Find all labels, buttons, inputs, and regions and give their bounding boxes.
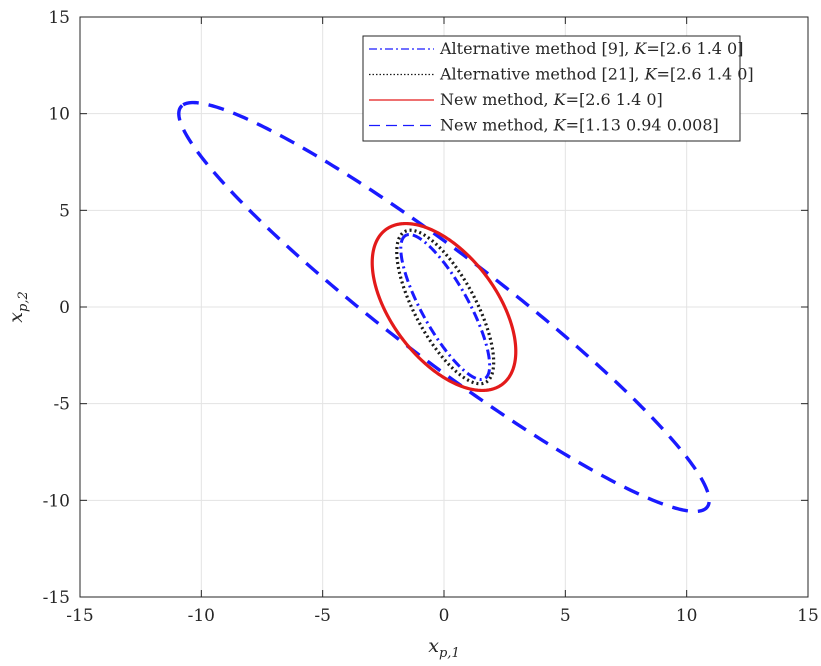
y-tick-label: 10 — [48, 105, 70, 125]
series-curve-3 — [370, 221, 518, 393]
x-tick-label: 5 — [560, 606, 571, 626]
legend-label-3: New method, K=[2.6 1.4 0] — [440, 90, 663, 109]
tick-labels: -15 -10 -5 0 5 10 15 -15 -10 -5 0 5 10 15 — [43, 8, 819, 626]
ticks — [79, 16, 809, 598]
legend-box — [362, 35, 741, 142]
x-tick-label: 10 — [676, 606, 698, 626]
y-tick-label: 0 — [59, 298, 70, 318]
x-tick-label: 15 — [797, 606, 819, 626]
legend-label-1: Alternative method [9], K=[2.6 1.4 0] — [439, 39, 743, 58]
y-tick-label: 15 — [48, 8, 70, 28]
x-tick-label: -10 — [188, 606, 215, 626]
legend-label-2: Alternative method [21], K=[2.6 1.4 0] — [439, 65, 754, 84]
x-axis-label-sub: p,1 — [439, 646, 460, 661]
x-axis-label-base: x — [428, 635, 439, 657]
y-tick-label: -5 — [53, 395, 70, 415]
data-curves — [177, 100, 711, 514]
series-curve-1 — [399, 233, 492, 381]
y-tick-label: -10 — [43, 491, 70, 511]
y-axis-label-base: x — [5, 312, 27, 323]
y-axis-label-sub: p,2 — [16, 291, 31, 312]
y-tick-label: -15 — [43, 588, 70, 608]
series-curve-2 — [395, 228, 496, 386]
y-axis-label: xp,2 — [5, 291, 31, 322]
y-tick-label: 5 — [59, 201, 70, 221]
x-tick-label: 0 — [439, 606, 450, 626]
legend: Alternative method [9], K=[2.6 1.4 0] Alt… — [362, 35, 754, 142]
x-tick-label: -15 — [66, 606, 93, 626]
x-tick-label: -5 — [314, 606, 331, 626]
legend-label-4: New method, K=[1.13 0.94 0.008] — [440, 116, 719, 135]
series-curve-4 — [177, 100, 711, 514]
x-axis-label: xp,1 — [428, 635, 459, 661]
